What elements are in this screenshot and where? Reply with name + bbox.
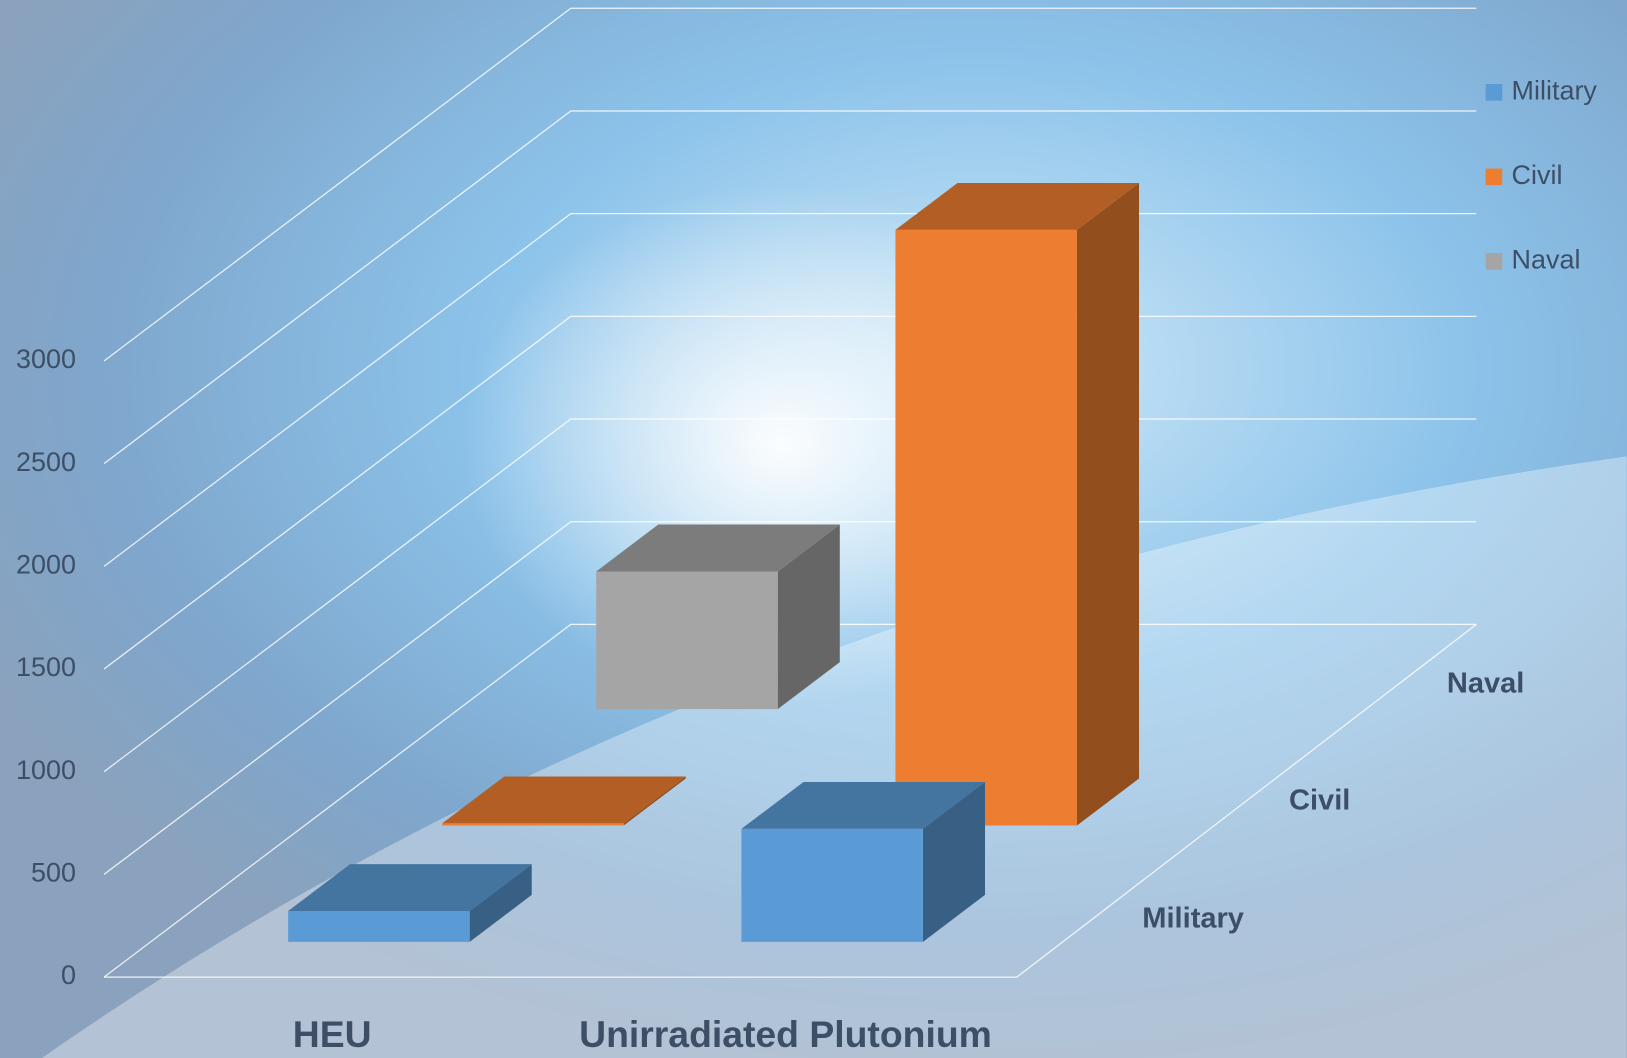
y-tick-label: 1500 xyxy=(16,652,76,682)
grid-line xyxy=(103,110,1477,465)
bar-top xyxy=(895,182,1140,230)
bar-side xyxy=(922,781,986,942)
x-tick-label: Unirradiated Plutonium xyxy=(579,1013,992,1055)
series-axis-label: Naval xyxy=(1447,667,1524,699)
y-tick-label: 1000 xyxy=(16,755,76,785)
x-tick-label: HEU xyxy=(293,1013,372,1055)
legend-label: Military xyxy=(1512,75,1598,105)
bar-side xyxy=(469,864,532,942)
bar-front xyxy=(288,911,470,942)
bar-front xyxy=(596,571,778,710)
series-axis-label: Military xyxy=(1142,903,1244,935)
grid-line xyxy=(103,418,1477,773)
bar-side xyxy=(623,776,686,826)
floor xyxy=(104,623,1477,978)
bar xyxy=(288,864,532,942)
y-tick-label: 0 xyxy=(61,960,76,990)
y-tick-label: 500 xyxy=(31,858,76,888)
bar-side xyxy=(777,524,840,710)
y-tick-label: 3000 xyxy=(16,344,76,374)
grid-line xyxy=(103,315,1477,670)
bar-front xyxy=(442,823,624,826)
grid-line xyxy=(103,521,1477,875)
bar xyxy=(895,182,1140,826)
bar xyxy=(596,524,840,710)
grid-line xyxy=(103,623,1477,978)
bar-front xyxy=(741,828,923,942)
bar-front xyxy=(895,229,1077,826)
bar-top xyxy=(442,776,686,824)
y-tick-label: 2500 xyxy=(16,447,76,477)
legend-label: Civil xyxy=(1512,160,1563,190)
bar-top xyxy=(596,524,840,572)
legend-swatch xyxy=(1485,253,1503,270)
grid-line xyxy=(103,213,1477,567)
y-tick-label: 2000 xyxy=(16,549,76,579)
legend-swatch xyxy=(1485,84,1503,101)
bar-top xyxy=(741,781,986,829)
bar-top xyxy=(288,864,532,912)
series-axis-label: Civil xyxy=(1289,784,1350,816)
legend-swatch xyxy=(1485,168,1503,186)
grid-line xyxy=(103,7,1477,362)
legend-label: Naval xyxy=(1512,245,1581,275)
bar xyxy=(442,776,686,826)
bar-side xyxy=(1076,182,1140,826)
bar xyxy=(741,781,986,942)
